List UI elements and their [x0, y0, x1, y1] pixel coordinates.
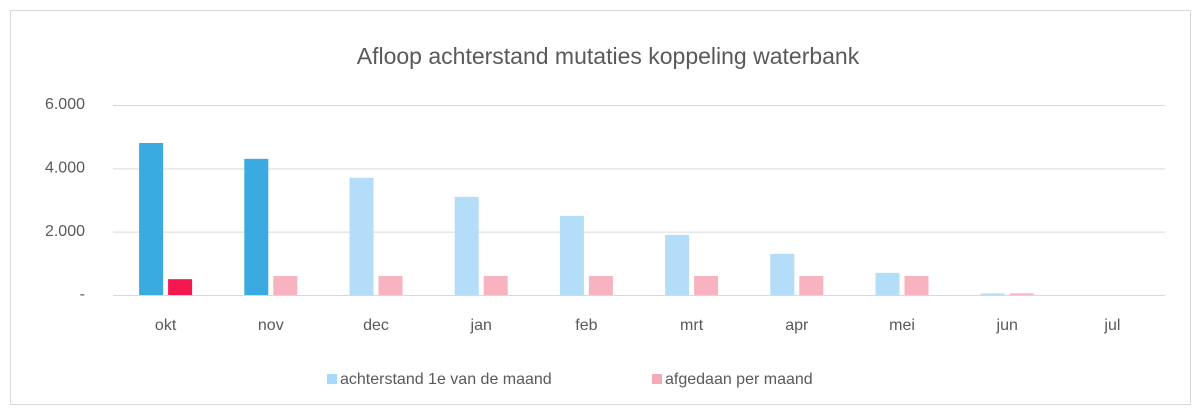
bar: [588, 276, 613, 295]
bar: [378, 276, 403, 295]
chart-title: Afloop achterstand mutaties koppeling wa…: [357, 43, 860, 69]
bar: [244, 158, 269, 295]
legend-swatch: [327, 374, 337, 384]
x-tick-label: dec: [363, 317, 389, 334]
bar: [483, 276, 508, 295]
x-tick-label: feb: [575, 317, 597, 334]
legend-swatch: [652, 374, 662, 384]
x-tick-label: jun: [996, 317, 1018, 334]
y-tick-label: 2.000: [45, 223, 85, 240]
bar: [349, 177, 374, 295]
x-tick-label: mrt: [680, 317, 704, 334]
bar: [694, 276, 719, 295]
bar: [770, 253, 795, 295]
x-tick-label: apr: [785, 317, 809, 334]
x-tick-label: nov: [258, 317, 284, 334]
y-tick-label: 6.000: [45, 96, 85, 113]
legend-label: afgedaan per maand: [665, 371, 813, 388]
bar: [559, 215, 584, 295]
y-tick-label: -: [80, 286, 85, 303]
bar: [454, 196, 479, 295]
bar: [139, 143, 164, 295]
bar: [799, 276, 824, 295]
bar: [904, 276, 929, 295]
bar: [665, 234, 690, 295]
x-tick-label: jul: [1103, 317, 1120, 334]
legend-label: achterstand 1e van de maand: [340, 371, 552, 388]
bar: [1009, 293, 1034, 295]
x-tick-label: jan: [470, 317, 492, 334]
x-tick-label: mei: [889, 317, 915, 334]
bar: [980, 293, 1005, 295]
chart-frame: [10, 10, 1191, 405]
bar: [875, 272, 900, 295]
bar: [168, 279, 193, 295]
y-tick-label: 4.000: [45, 160, 85, 177]
bar: [273, 276, 298, 295]
x-tick-label: okt: [155, 317, 177, 334]
